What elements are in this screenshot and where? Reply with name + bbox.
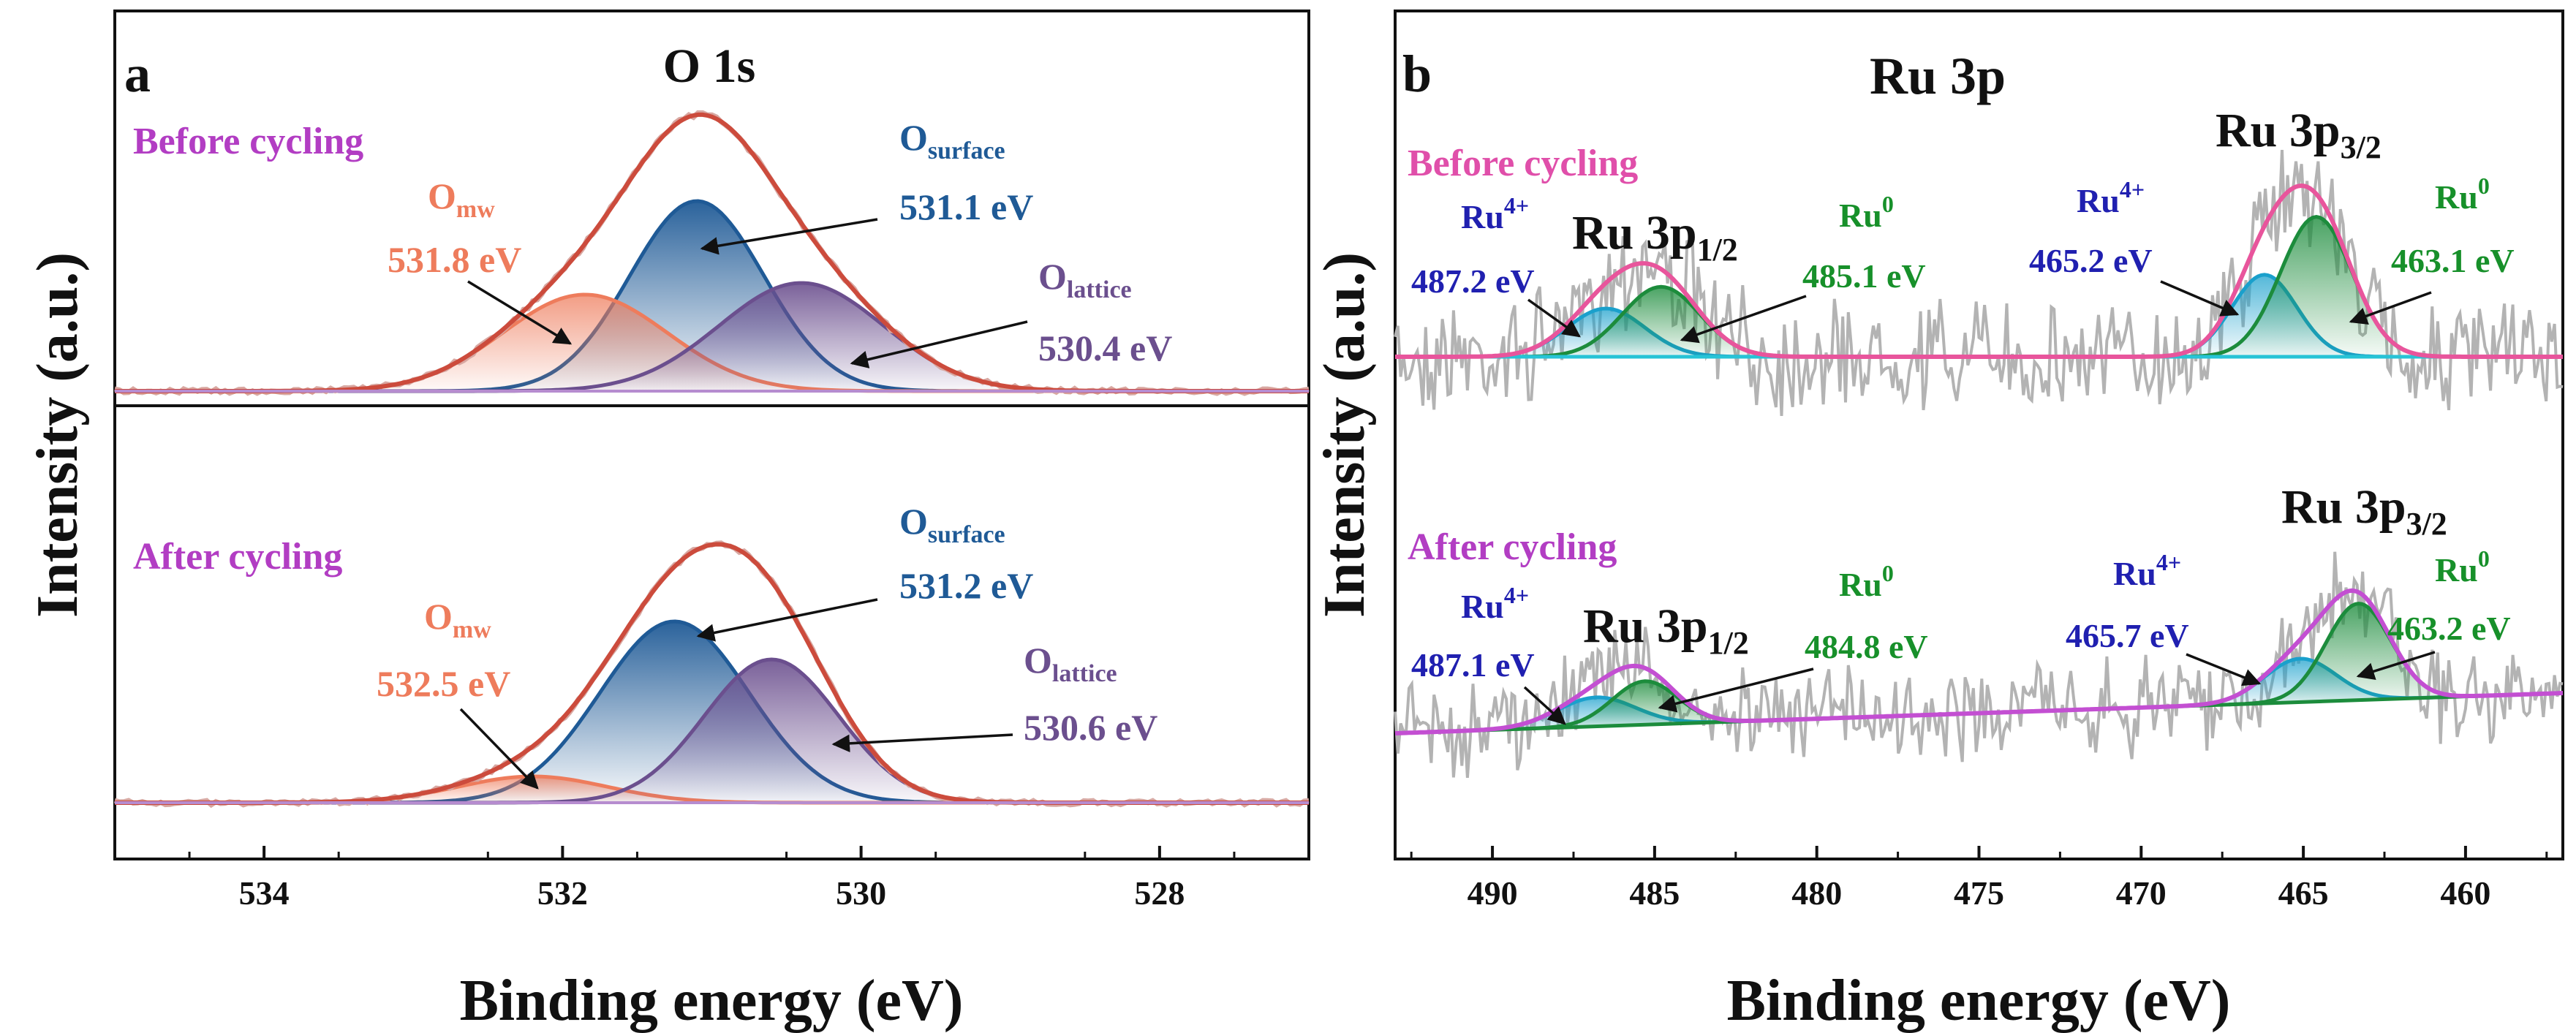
b-after-ru4-1-name: Ru4+ [1461,582,1529,625]
b-before-ru4-1-name: Ru4+ [1461,192,1529,235]
panel-a-letter: a [124,45,151,103]
b-before-group-3p32: Ru 3p3/2 [2216,104,2382,165]
b-1-peak-fill-3 [2229,603,2488,705]
a-before-condition: Before cycling [133,121,363,162]
a-after-lattice-value: 530.6 eV [1024,707,1157,748]
b-after-condition: After cycling [1408,526,1617,568]
a-tick-label-534: 534 [239,874,290,912]
arrow-a-before-lattice [850,320,1028,368]
b-before-ru4-2-value: 465.2 eV [2029,242,2153,279]
arrow-b-before-ru0-1 [1680,295,1807,344]
a-0-peak-fill-lattice [115,283,1309,391]
arrow-b-after-ru4-1 [1523,686,1566,725]
a-before-lattice-value: 530.4 eV [1038,328,1172,368]
b-1-envelope [1394,588,2564,735]
panel-b-x-ticks: 490 485 480 475 470 465 460 [1410,846,2548,912]
b-tick-label-480: 480 [1791,874,1842,912]
b-before-ru4-1-value: 487.2 eV [1411,262,1535,300]
a-before-mw-value: 531.8 eV [388,239,521,280]
b-after-ru0-1-value: 484.8 eV [1805,628,1928,665]
a-before-surface-name: Osurface [899,117,1005,164]
a-after-surface-name: Osurface [899,501,1005,548]
b-after-ru0-1-name: Ru0 [1839,560,1894,603]
panel-b-ru3p: 490 485 480 475 470 465 460 b Ru 3p Before cyc… [1312,10,2564,1033]
panel-a-traces [113,110,1310,809]
b-after-ru4-2-value: 465.7 eV [2066,617,2189,654]
arrow-b-before-ru0-2 [2349,291,2432,325]
arrow-a-before-surface [700,218,878,255]
b-after-ru4-1-value: 487.1 eV [1411,646,1535,684]
panel-a-o1s: 534 532 530 528 a O 1s Before cycling Osurf… [26,10,1310,1033]
b-0-raw-data [1394,150,2564,416]
arrow-b-after-ru0-2 [2356,651,2436,681]
a-after-mw-name: Omw [424,596,491,643]
a-tick-label-528: 528 [1134,874,1185,912]
b-before-ru4-2-name: Ru4+ [2077,176,2145,219]
b-tick-label-485: 485 [1629,874,1680,912]
b-after-ru0-2-value: 463.2 eV [2387,610,2511,647]
panel-a-ylabel: Intensity (a.u.) [26,252,90,618]
a-after-surface-value: 531.2 eV [899,565,1033,606]
a-before-mw-name: Omw [428,175,495,223]
a-tick-label-532: 532 [537,874,588,912]
b-before-ru0-1-name: Ru0 [1839,191,1894,234]
panel-b-xlabel: Binding energy (eV) [1727,969,2231,1033]
b-before-group-3p12: Ru 3p1/2 [1572,206,1738,268]
arrow-a-after-mw [459,708,539,790]
b-tick-label-460: 460 [2440,874,2490,912]
b-before-condition: Before cycling [1408,143,1638,184]
b-tick-label-465: 465 [2278,874,2329,912]
panel-a-frame [113,10,1310,860]
panel-b-letter: b [1402,45,1432,103]
arrow-a-after-lattice [831,733,1013,753]
arrow-a-after-surface [696,598,878,642]
panel-a-title: O 1s [663,39,756,93]
b-before-ru0-2-name: Ru0 [2435,173,2490,216]
panel-a-x-ticks: 534 532 530 528 [188,846,1236,912]
b-tick-label-470: 470 [2116,874,2167,912]
b-tick-label-475: 475 [1954,874,2004,912]
panel-b-ylabel: Intensity (a.u.) [1312,252,1377,618]
b-before-ru0-2-value: 463.1 eV [2391,242,2515,279]
a-1-peak-fill-lattice [115,659,1309,803]
b-0-peak-fill-3 [2173,216,2459,357]
a-after-mw-value: 532.5 eV [377,663,510,704]
arrow-b-after-ru4-2 [2186,653,2262,686]
panel-b-traces [1394,150,2564,779]
b-0-peak-fill-1 [1505,287,1817,357]
b-after-group-3p12: Ru 3p1/2 [1583,599,1749,661]
panel-a-xlabel: Binding energy (eV) [460,969,964,1033]
b-after-ru4-2-name: Ru4+ [2113,549,2181,592]
arrow-b-before-ru4-1 [1527,298,1581,338]
a-tick-label-530: 530 [836,874,886,912]
arrow-b-before-ru4-2 [2160,280,2240,317]
a-before-lattice-name: Olattice [1038,256,1132,303]
a-0-peak-fill-surface [115,201,1309,391]
arrow-a-before-mw [467,280,573,345]
a-after-condition: After cycling [133,536,342,578]
a-before-surface-value: 531.1 eV [899,186,1033,227]
b-before-ru0-1-value: 485.1 eV [1802,257,1926,295]
b-tick-label-490: 490 [1468,874,1518,912]
b-after-ru0-2-name: Ru0 [2435,545,2490,589]
b-after-group-3p32: Ru 3p3/2 [2281,480,2447,542]
a-after-lattice-name: Olattice [1024,640,1117,687]
b-0-envelope [1395,183,2563,359]
panel-b-title: Ru 3p [1870,47,2006,105]
arrow-b-after-ru0-1 [1658,667,1814,713]
